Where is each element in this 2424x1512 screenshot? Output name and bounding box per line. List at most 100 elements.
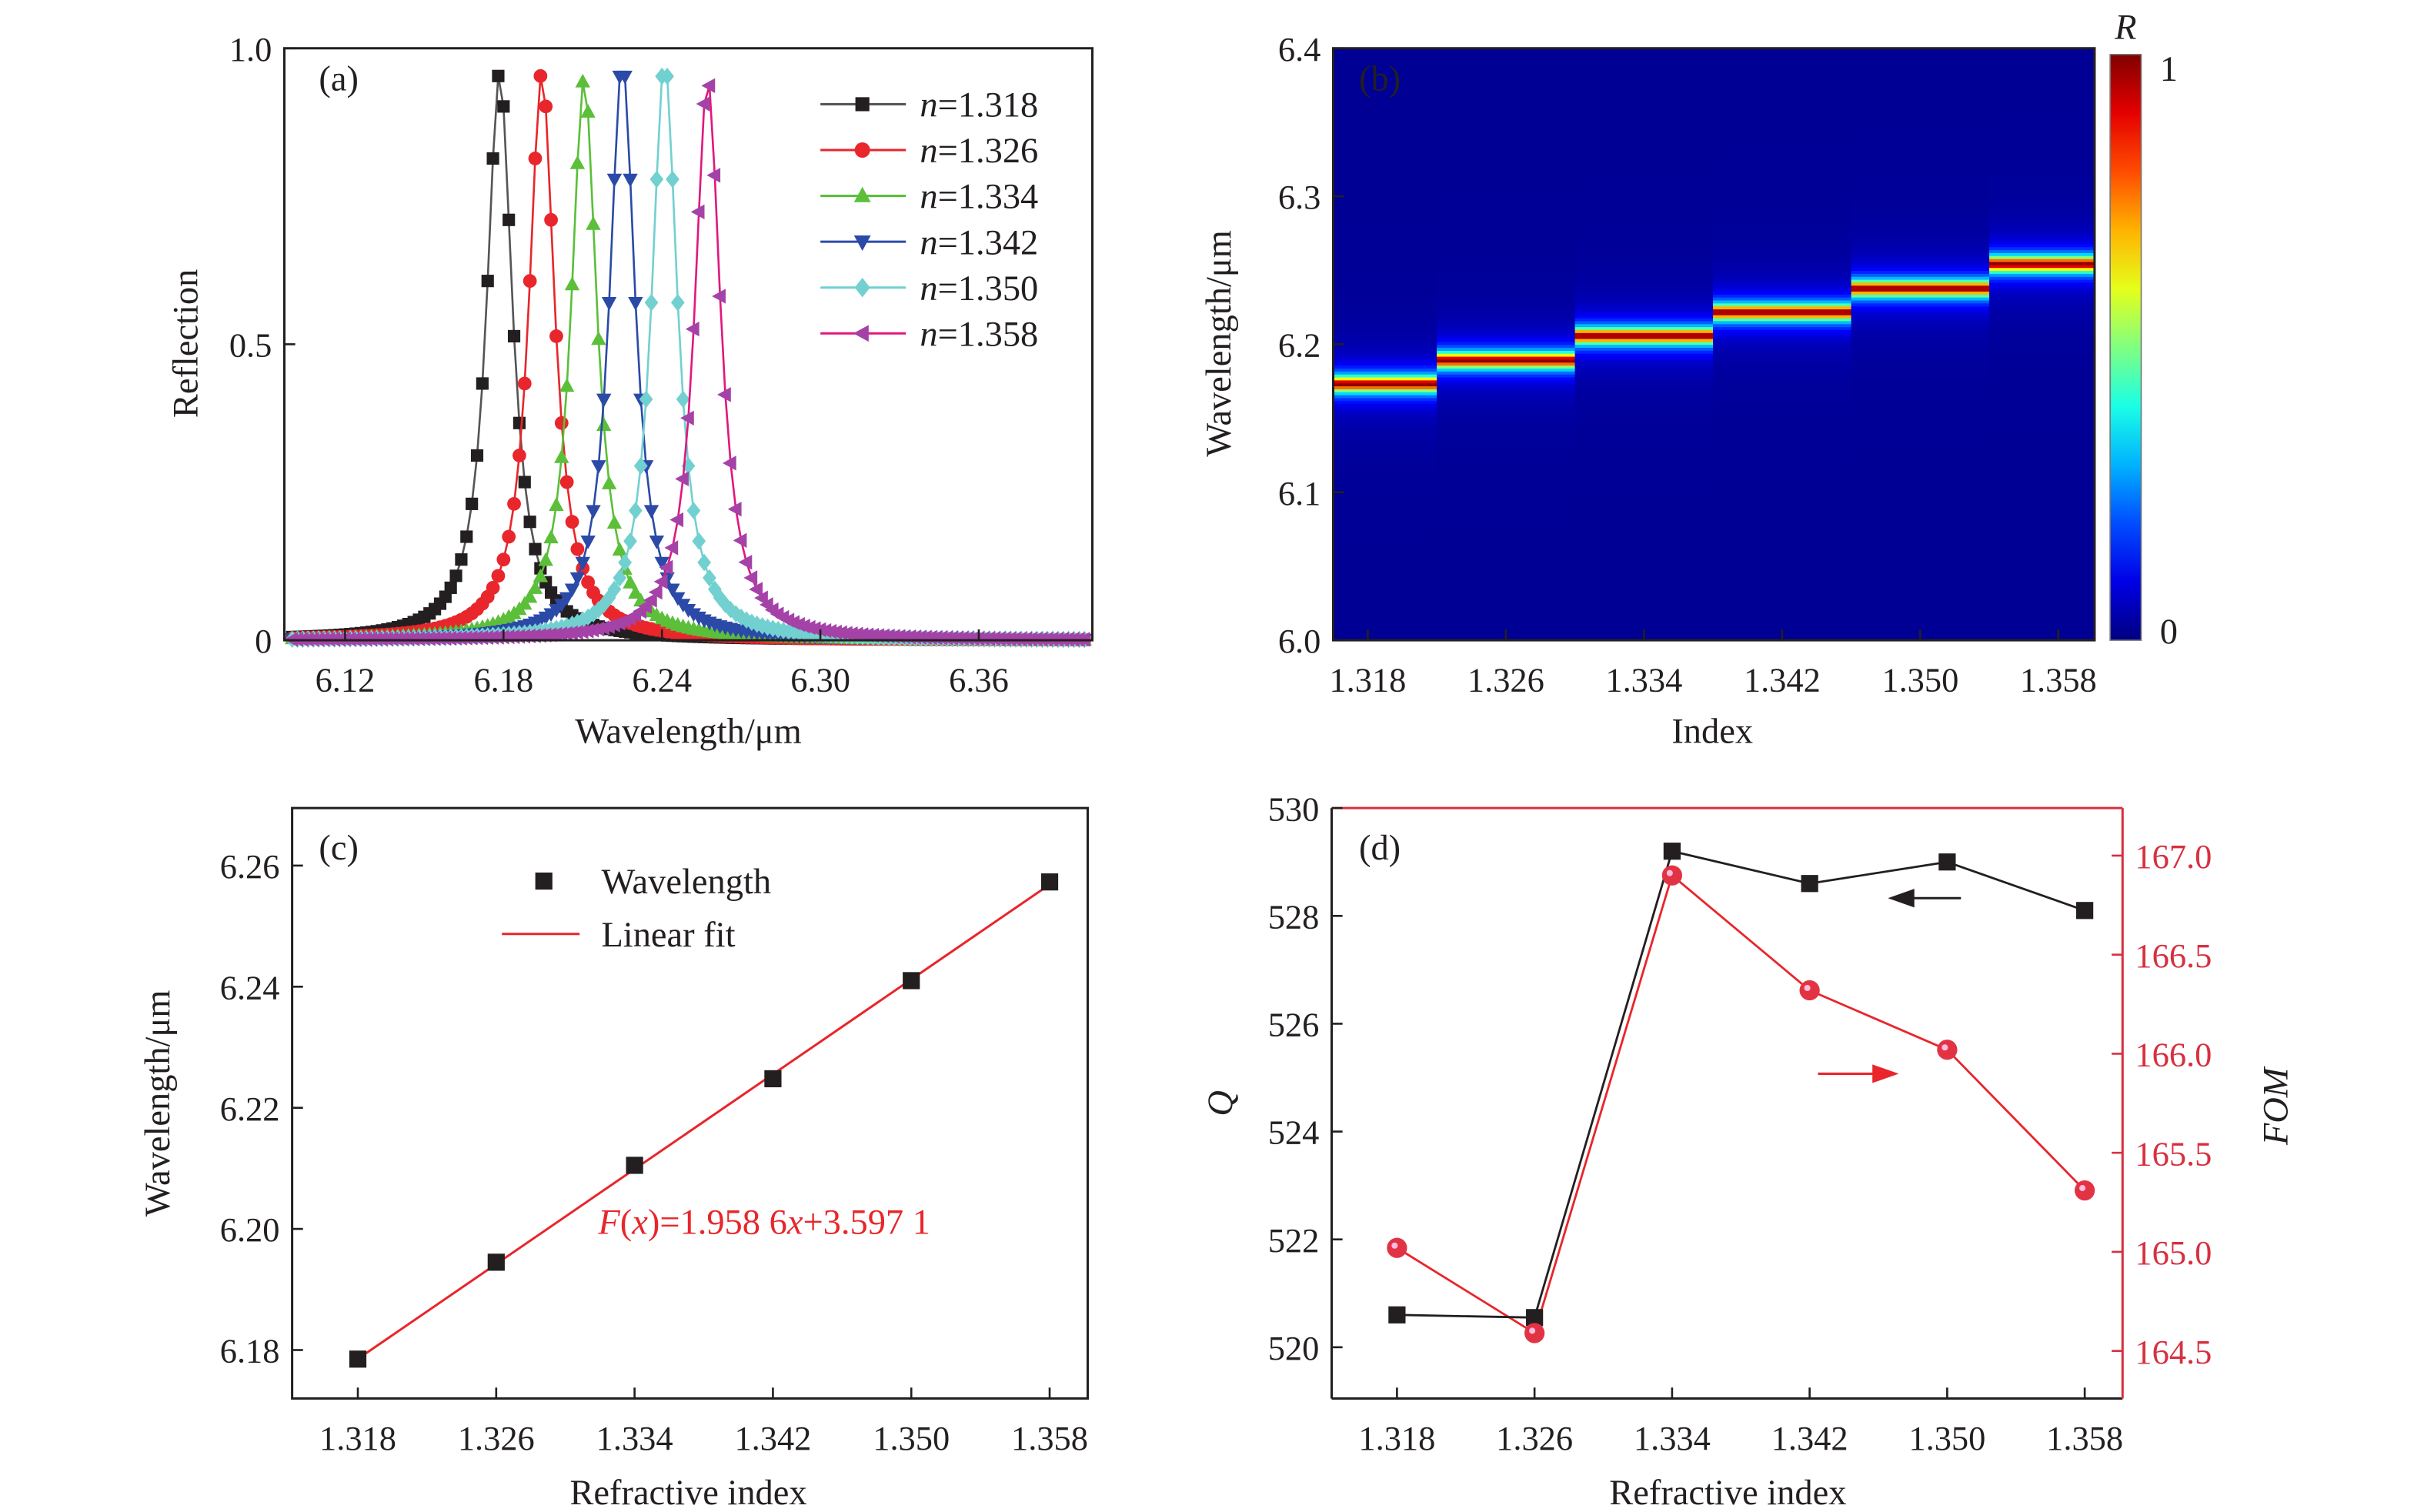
heatmap-cell [1437,83,1576,88]
heatmap-cell [1713,305,1852,310]
heatmap-cell [1333,501,1438,505]
heatmap-cell [1713,169,1852,174]
heatmap-cell [1574,362,1714,366]
heatmap-cell [1437,350,1576,354]
heatmap-cell [1989,294,2095,298]
heatmap-cell [1989,205,2095,209]
heatmap-cell [1437,243,1576,248]
heatmap-cell [1713,175,1852,179]
heatmap-cell [1574,160,1714,165]
heatmap-cell [1333,68,1438,73]
heatmap-cell [1333,57,1438,61]
y-tick-label: 6.2 [1278,326,1321,365]
heatmap-cell [1333,240,1438,245]
heatmap-cell [1851,240,1991,245]
heatmap-cell [1437,459,1576,464]
heatmap-cell [1437,382,1576,387]
heatmap-cell [1989,317,2095,322]
heatmap-cell [1851,489,1991,493]
legend-entry: Linear fit [601,916,735,955]
heatmap-cell [1333,137,1438,141]
y-tick-label: 6.24 [220,968,280,1006]
data-point [513,449,526,462]
data-point [612,542,627,556]
heatmap-cell [1989,625,2095,629]
heatmap-cell [1437,569,1576,573]
heatmap-cell [1437,344,1576,349]
heatmap-cell [1989,616,2095,620]
heatmap-cell [1989,219,2095,224]
heatmap-cell [1851,190,1991,195]
heatmap-cell [1851,545,1991,549]
data-point [623,173,638,188]
heatmap-cell [1574,222,1714,227]
heatmap-cell [1989,350,2095,354]
heatmap-cell [1574,104,1714,108]
heatmap-cell [1333,527,1438,532]
data-point [455,553,468,566]
data-point [676,390,690,409]
heatmap-cell [1713,54,1852,58]
heatmap-cell [1989,152,2095,156]
data-point [529,542,542,556]
heatmap-cell [1713,616,1852,620]
heatmap-cell [1851,504,1991,508]
heatmap-cell [1333,65,1438,70]
heatmap-cell [1574,516,1714,520]
legend-value: =1.334 [938,178,1039,217]
heatmap-cell [1989,379,2095,384]
heatmap-cell [1333,409,1438,413]
heatmap-cell [1574,403,1714,407]
heatmap-cell [1333,214,1438,218]
heatmap-cell [1713,81,1852,85]
heatmap-cell [1989,208,2095,212]
heatmap-cell [1333,202,1438,206]
heatmap-cell [1437,98,1576,102]
heatmap-cell [1437,172,1576,176]
heatmap-cell [1851,329,1991,333]
heatmap-cell [1437,68,1576,73]
heatmap-column [1437,48,1576,641]
heatmap-cell [1851,418,1991,422]
heatmap-cell [1333,216,1438,221]
heatmap-cell [1989,335,2095,339]
heatmap-cell [1851,60,1991,64]
fom-point-highlight [1942,1044,1948,1051]
heatmap-cell [1989,187,2095,192]
heatmap-cell [1574,607,1714,612]
heatmap-cell [1574,548,1714,552]
y-tick-label: 0 [255,622,272,660]
heatmap-cell [1713,459,1852,464]
heatmap-cell [1851,196,1991,200]
heatmap-cell [1574,282,1714,286]
heatmap-cell [1437,589,1576,594]
heatmap-cell [1713,344,1852,349]
data-point [686,502,701,519]
heatmap-cell [1989,352,2095,357]
heatmap-cell [1574,575,1714,579]
heatmap-cell [1713,504,1852,508]
heatmap-cell [1713,533,1852,538]
heatmap-cell [1851,477,1991,482]
heatmap-cell [1574,379,1714,384]
heatmap-cell [1574,252,1714,256]
heatmap-cell [1437,134,1576,138]
heatmap-cell [1437,190,1576,195]
heatmap-cell [1851,512,1991,517]
data-point [559,378,575,392]
heatmap-cell [1574,397,1714,402]
y-tick-label: 526 [1268,1006,1320,1044]
heatmap-cell [1989,72,2095,76]
heatmap-cell [1851,145,1991,150]
heatmap-cell [1713,72,1852,76]
data-point [754,590,768,606]
heatmap-cell [1574,101,1714,105]
legend-prefix: n [920,269,937,309]
heatmap-cell [1333,312,1438,315]
heatmap-cell [1851,270,1991,274]
heatmap-cell [1989,131,2095,135]
heatmap-cell [1333,355,1438,360]
data-point [665,583,680,598]
heatmap-cell [1713,255,1852,259]
